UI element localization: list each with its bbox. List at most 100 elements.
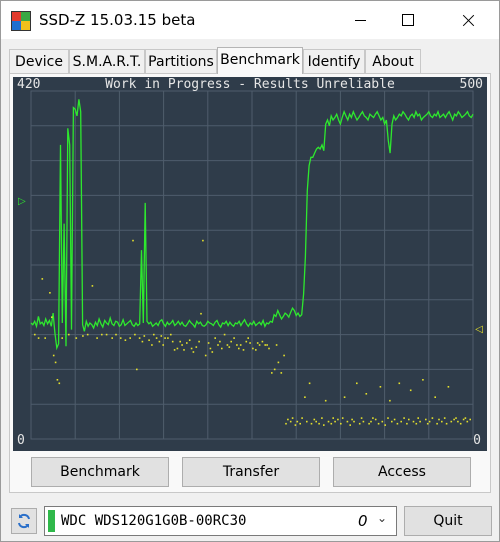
access-point <box>141 340 144 343</box>
access-point <box>379 386 382 388</box>
access-point <box>111 337 113 339</box>
access-point <box>332 417 334 419</box>
access-point <box>403 417 405 419</box>
access-point <box>228 346 231 348</box>
access-point <box>223 333 226 336</box>
access-point <box>419 420 421 423</box>
benchmark-button[interactable]: Benchmark <box>31 457 169 487</box>
access-point <box>143 335 146 337</box>
access-point <box>368 422 370 425</box>
access-point <box>239 344 242 346</box>
refresh-button[interactable] <box>11 508 37 534</box>
tab-smart[interactable]: S.M.A.R.T. <box>69 49 145 73</box>
access-point <box>343 396 346 398</box>
access-point <box>219 340 221 343</box>
quit-button[interactable]: Quit <box>404 506 492 536</box>
access-point <box>256 342 259 344</box>
access-point <box>181 344 183 346</box>
access-point <box>86 333 89 336</box>
access-point <box>198 340 200 343</box>
access-button[interactable]: Access <box>333 457 471 487</box>
access-point <box>170 333 172 336</box>
access-point <box>313 418 316 421</box>
access-point <box>434 396 436 398</box>
access-point <box>351 418 353 421</box>
access-point <box>301 417 303 419</box>
access-point <box>412 420 415 423</box>
access-point <box>258 344 261 346</box>
access-point <box>186 342 188 344</box>
access-point <box>115 333 117 336</box>
access-point <box>273 368 276 371</box>
access-point <box>466 420 469 423</box>
access-point <box>268 347 270 350</box>
access-point <box>214 337 216 339</box>
title-bar[interactable]: SSD-Z 15.03.15 beta <box>1 1 499 39</box>
access-point <box>324 399 327 402</box>
access-point <box>68 333 70 336</box>
access-point <box>217 344 219 346</box>
drive-status-indicator <box>48 510 55 532</box>
tab-partitions[interactable]: Partitions <box>145 49 217 73</box>
access-point <box>49 292 51 294</box>
access-point <box>287 418 289 421</box>
access-point <box>296 420 299 423</box>
benchmark-chart: 420 Work in Progress - Results Unreliabl… <box>13 77 487 451</box>
access-point <box>264 344 266 346</box>
access-point <box>138 337 141 339</box>
close-button[interactable] <box>445 1 491 39</box>
access-point <box>44 337 46 339</box>
access-point <box>226 344 229 346</box>
access-point <box>242 349 245 351</box>
access-point <box>372 417 374 419</box>
access-point <box>374 418 377 421</box>
access-point <box>136 368 138 371</box>
access-point <box>202 239 204 242</box>
access-point <box>204 354 207 357</box>
access-point <box>188 339 191 341</box>
access-point <box>52 354 55 357</box>
access-point <box>34 333 36 336</box>
tab-about[interactable]: About <box>365 49 421 73</box>
access-point <box>37 337 40 339</box>
access-point <box>230 340 232 343</box>
minimize-button[interactable] <box>337 1 383 39</box>
access-point <box>183 349 185 351</box>
left-axis-min-label: 0 <box>17 433 25 448</box>
access-point <box>337 418 339 421</box>
drive-name: WDC WDS120G1G0B-00RC30 <box>61 513 247 529</box>
access-point <box>151 344 153 346</box>
access-point <box>426 422 429 425</box>
access-point <box>453 418 455 421</box>
access-point <box>358 422 361 425</box>
access-point <box>436 422 438 425</box>
drive-select[interactable]: WDC WDS120G1G0B-00RC30 0 ⌄ <box>44 506 397 536</box>
access-point <box>158 340 161 343</box>
chevron-down-icon[interactable]: ⌄ <box>377 511 388 525</box>
access-point <box>441 420 443 423</box>
access-point <box>179 340 181 343</box>
access-point <box>285 422 287 425</box>
access-point <box>455 417 457 419</box>
access-point <box>398 382 401 385</box>
access-point <box>266 344 268 346</box>
access-point <box>425 418 427 421</box>
access-point <box>334 420 336 423</box>
access-point <box>431 417 434 419</box>
access-point <box>105 333 108 336</box>
access-point <box>245 340 248 343</box>
maximize-button[interactable] <box>385 1 431 39</box>
tab-device[interactable]: Device <box>9 49 69 73</box>
triangle-right-icon: ▷ <box>18 196 26 207</box>
transfer-button[interactable]: Transfer <box>182 457 320 487</box>
tab-identify[interactable]: Identify <box>303 49 365 73</box>
tab-benchmark[interactable]: Benchmark <box>217 47 303 74</box>
left-axis-max-label: 420 <box>17 77 41 92</box>
access-point <box>422 379 424 381</box>
access-point <box>445 422 448 425</box>
access-point <box>261 340 264 343</box>
access-point <box>356 382 358 385</box>
access-point <box>129 337 131 339</box>
access-point <box>391 420 393 423</box>
access-point <box>377 422 380 425</box>
